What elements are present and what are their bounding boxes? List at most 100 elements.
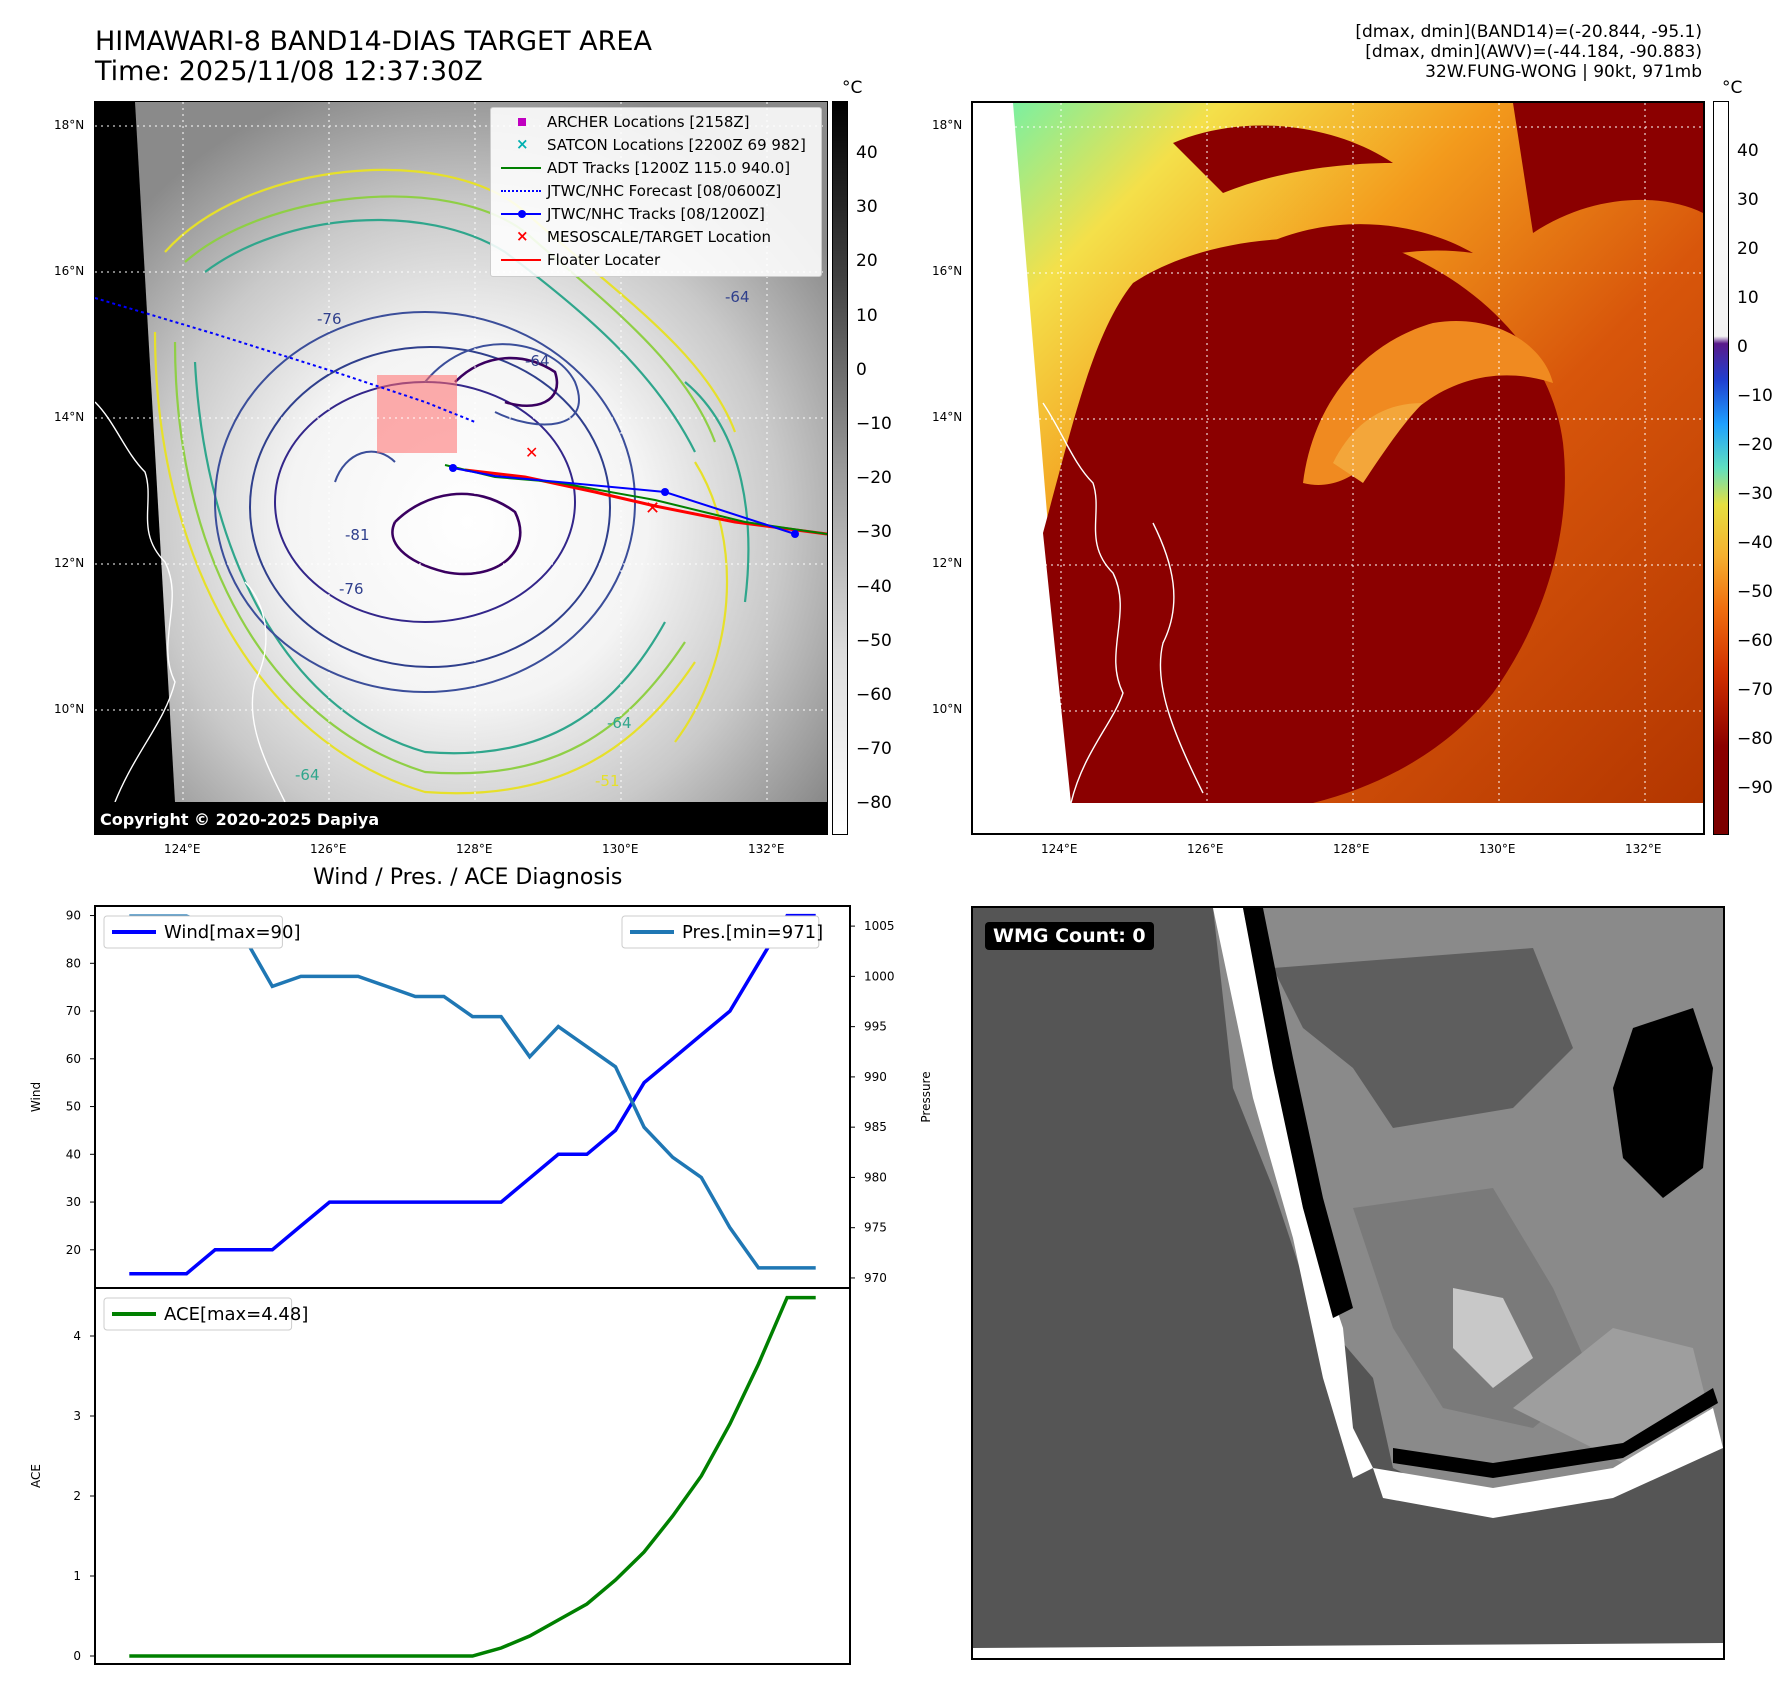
legend-label: ACE[max=4.48] (164, 1304, 308, 1325)
y-tick-label: 70 (66, 1004, 81, 1018)
y-right-tick-label: 1000 (864, 969, 895, 983)
wmg-image (973, 908, 1723, 1658)
y-tick-label: 1 (73, 1569, 81, 1583)
plot-frame (94, 905, 851, 1289)
legend-label: Wind[max=90] (164, 922, 301, 943)
diagnosis-chart: 2030405060708090Wind97097598098599099510… (29, 905, 933, 1665)
colorbar-tick: 30 (856, 197, 878, 218)
lat-label: 12°N (932, 556, 963, 570)
colorbar-tick: −40 (856, 576, 892, 597)
y-tick-label: 0 (73, 1649, 81, 1663)
info-band14: [dmax, dmin](BAND14)=(-20.844, -95.1) (1355, 22, 1702, 42)
svg-text:✕: ✕ (645, 498, 660, 519)
plot-frame (94, 1287, 851, 1665)
colorbar-tick: 40 (856, 143, 878, 163)
legend-label: Pres.[min=971] (682, 922, 823, 943)
legend-frame (621, 915, 820, 949)
color-colorbar (1713, 101, 1729, 835)
y-right-tick-label: 990 (864, 1070, 887, 1084)
info-storm: 32W.FUNG-WONG | 90kt, 971mb (1425, 62, 1702, 82)
wmg-count-label: WMG Count: 0 (985, 922, 1154, 950)
y-right-tick-label: 975 (864, 1221, 887, 1235)
lat-label: 10°N (54, 702, 85, 716)
lat-label: 12°N (54, 556, 85, 570)
legend-adt: ADT Tracks [1200Z 115.0 940.0] (499, 158, 790, 178)
y-axis-label: Wind (29, 1082, 43, 1112)
legend-label: JTWC/NHC Forecast [08/0600Z] (547, 182, 782, 200)
legend-label: ADT Tracks [1200Z 115.0 940.0] (547, 159, 791, 177)
copyright-text: Copyright © 2020-2025 Dapiya (100, 810, 380, 829)
main-title: HIMAWARI-8 BAND14-DIAS TARGET AREA (95, 26, 652, 57)
y-tick-label: 50 (66, 1100, 81, 1114)
y-right-tick-label: 1005 (864, 919, 895, 933)
series-line-0 (129, 1295, 816, 1658)
colorbar-tick: −20 (1737, 435, 1773, 455)
legend-pressure: Pres.[min=971] (621, 915, 823, 949)
lon-label: 132°E (1625, 842, 1662, 856)
colorbar-tick: −50 (856, 630, 892, 651)
colorbar-tick: −80 (1737, 729, 1773, 749)
legend-wind: Wind[max=90] (103, 915, 301, 949)
legend-label: ARCHER Locations [2158Z] (547, 113, 750, 131)
legend-mesoscale: × MESOSCALE/TARGET Location (516, 227, 772, 246)
colorbar-tick: 20 (856, 251, 878, 272)
series-line-0 (129, 913, 816, 1276)
y-right-tick-label: 980 (864, 1170, 887, 1184)
colorbar-tick: −50 (1737, 582, 1773, 602)
y-tick-label: 4 (73, 1329, 81, 1343)
y-tick-label: 60 (66, 1052, 81, 1066)
lat-label: 18°N (932, 118, 963, 132)
lon-label: 124°E (164, 842, 201, 856)
contour-label: -76 (317, 310, 342, 328)
colorbar-tick: −80 (856, 793, 892, 814)
contour-label: -76 (339, 580, 364, 598)
contour-label: -81 (345, 526, 370, 544)
legend-label: SATCON Locations [2200Z 69 982] (547, 136, 806, 154)
colorbar-tick: 20 (1737, 239, 1759, 259)
lat-label: 14°N (932, 410, 963, 424)
colorbar-tick: −40 (1737, 533, 1773, 553)
y-right-tick-label: 995 (864, 1020, 887, 1034)
lon-label: 128°E (456, 842, 493, 856)
y-tick-label: 3 (73, 1409, 81, 1423)
colorbar-tick: 30 (1737, 190, 1759, 210)
ir-map-panel: ✕ ✕ -76 -64 -81 -76 -64 -64 -51 -64 (94, 101, 828, 835)
gray-colorbar (832, 101, 848, 835)
colorbar-tick: −60 (1737, 631, 1773, 651)
lon-label: 132°E (748, 842, 785, 856)
colorbar-tick: −60 (856, 685, 892, 705)
legend-forecast: JTWC/NHC Forecast [08/0600Z] (499, 181, 781, 201)
legend-frame (103, 1297, 293, 1331)
colorbar-tick: 0 (1737, 337, 1748, 357)
colorbar-unit: °C (1722, 78, 1743, 98)
contour-label: -64 (607, 714, 632, 732)
colorbar-tick: 0 (856, 359, 867, 380)
legend-ace: ACE[max=4.48] (103, 1297, 308, 1331)
contour-label: -51 (595, 772, 620, 790)
y-tick-label: 80 (66, 956, 81, 970)
wmg-panel (971, 906, 1725, 1660)
colorbar-unit: °C (842, 78, 863, 98)
awv-map (973, 103, 1703, 833)
colorbar-tick: −30 (1737, 484, 1773, 504)
y-right-tick-label: 970 (864, 1271, 887, 1285)
legend-floater: Floater Locater (499, 250, 660, 270)
y-tick-label: 30 (66, 1195, 81, 1209)
lon-label: 130°E (602, 842, 639, 856)
legend-label: MESOSCALE/TARGET Location (547, 228, 772, 246)
lon-label: 126°E (310, 842, 347, 856)
lon-label: 130°E (1479, 842, 1516, 856)
wind-pressure-chart: 20 30 40 50 60 70 80 90 Wind 970 975 980 985 990 995 10… (29, 905, 933, 1289)
map-legend: ARCHER Locations [2158Z] × SATCON Locati… (490, 107, 822, 277)
colorbar-tick: −10 (1737, 386, 1773, 406)
legend-archer: ARCHER Locations [2158Z] (499, 112, 750, 132)
colorbar-tick: 10 (856, 305, 878, 326)
y-tick-label: 20 (66, 1243, 81, 1257)
svg-text:✕: ✕ (525, 443, 538, 462)
awv-map-panel (971, 101, 1705, 835)
lon-label: 126°E (1187, 842, 1224, 856)
colorbar-tick: 40 (1737, 141, 1759, 161)
lon-label: 128°E (1333, 842, 1370, 856)
contour-label: -64 (525, 352, 550, 370)
legend-satcon: × SATCON Locations [2200Z 69 982] (516, 135, 806, 154)
